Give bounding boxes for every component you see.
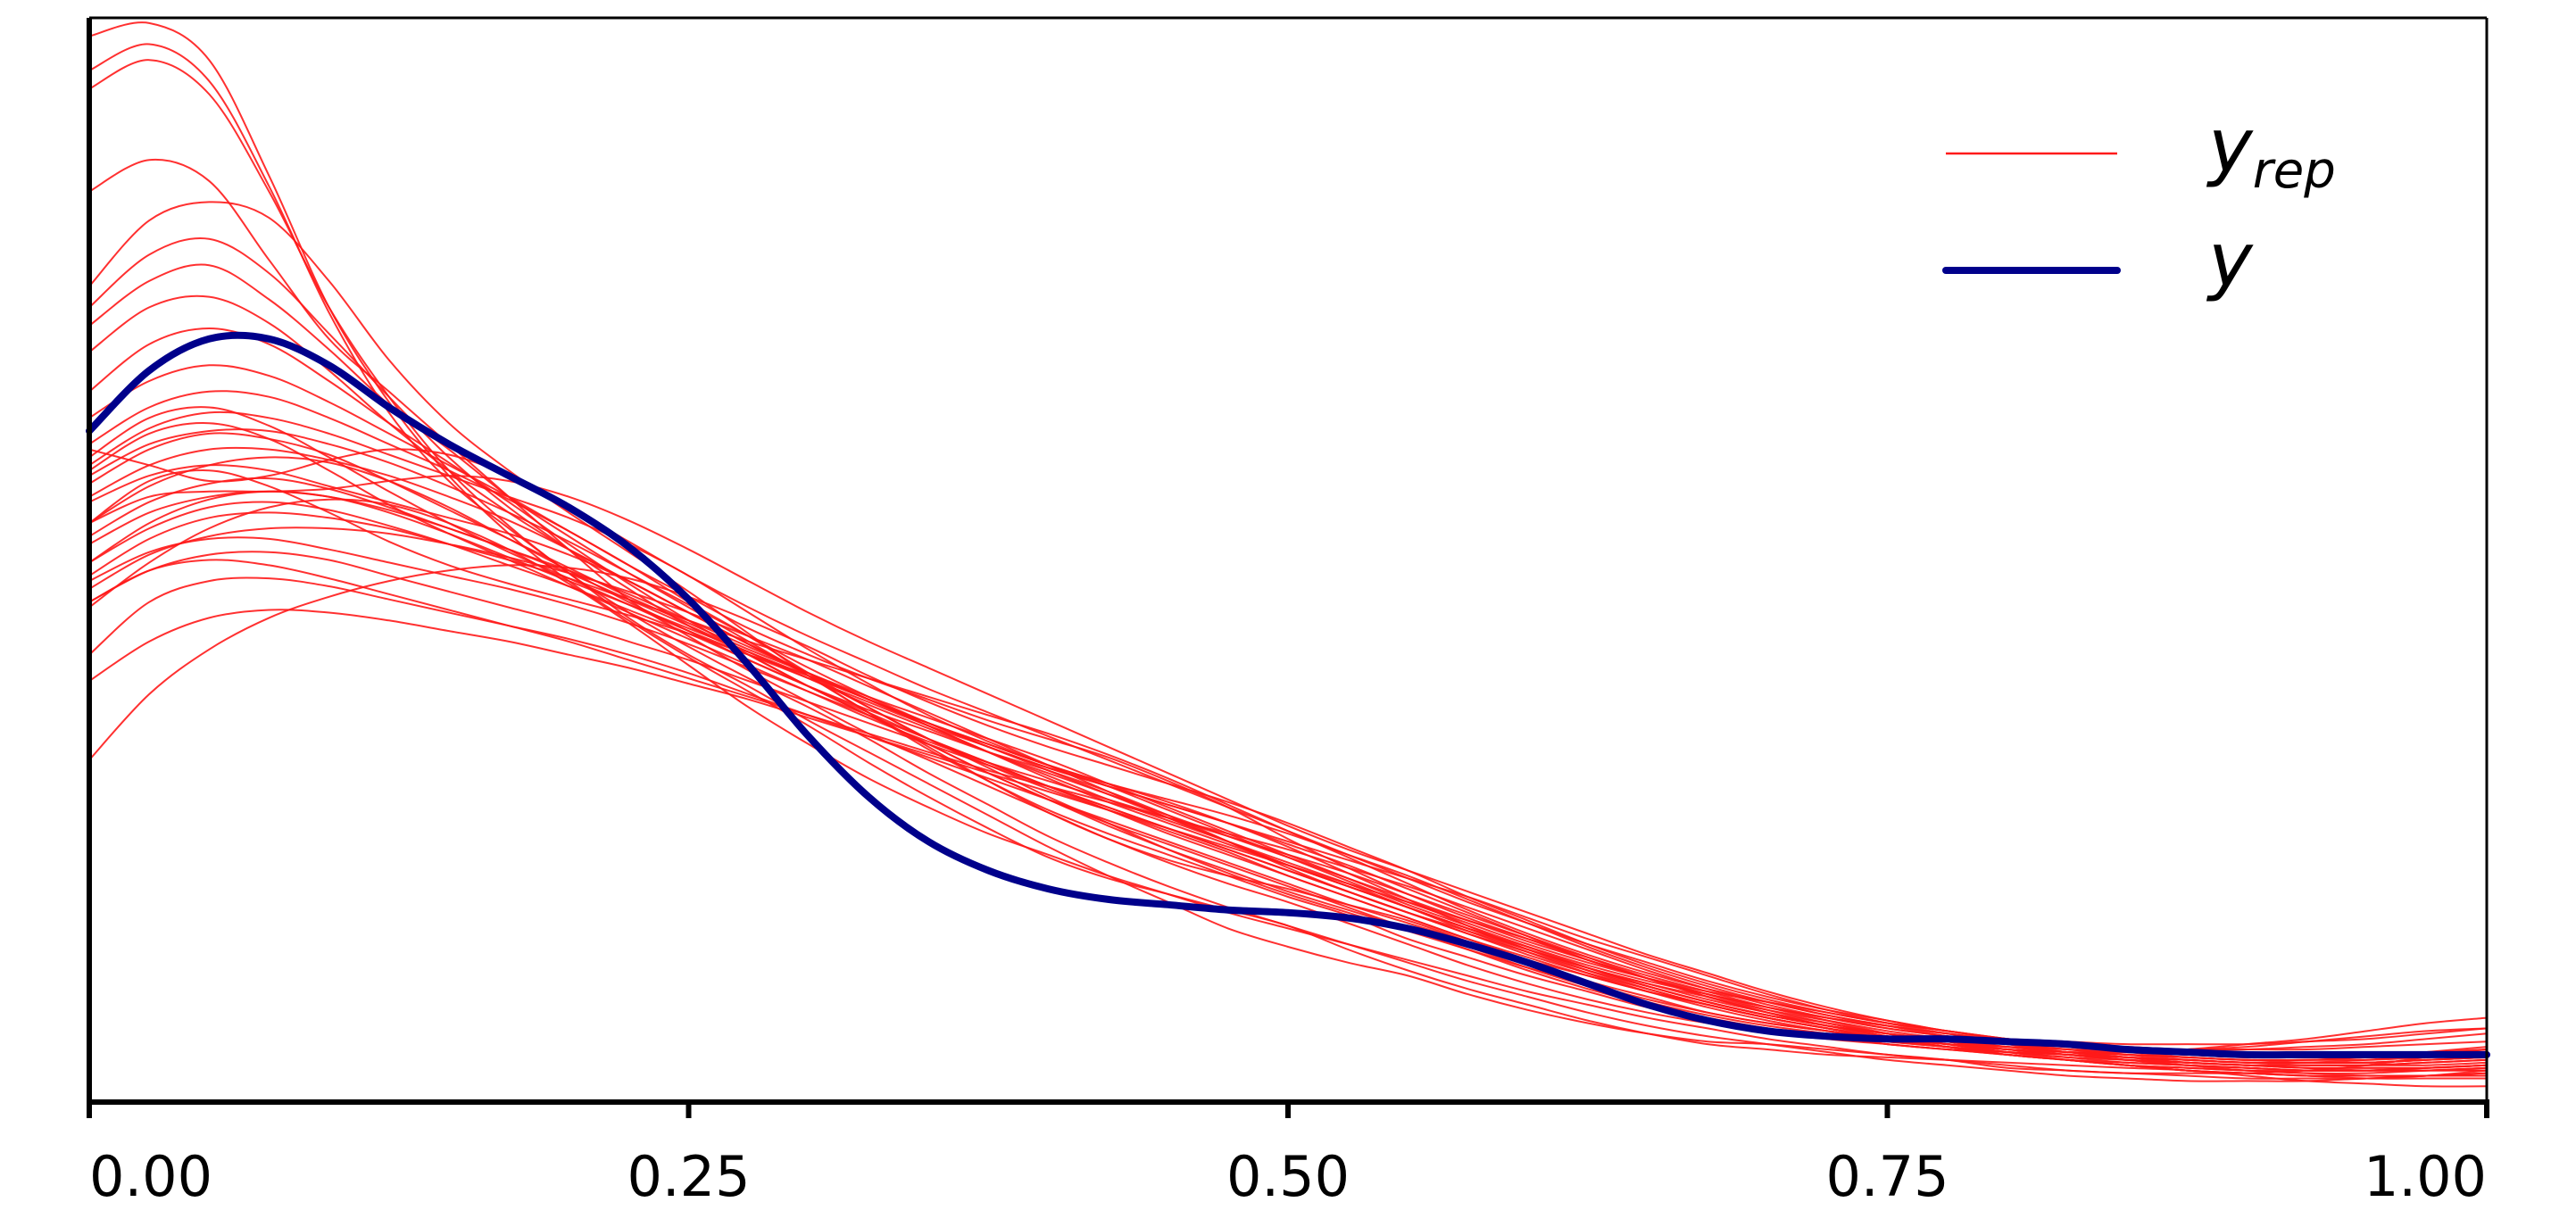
- x-tick-label: 0.25: [627, 1144, 750, 1209]
- legend-label-y-rep: yrep: [2206, 102, 2336, 200]
- replicate-density-line: [88, 21, 2488, 1088]
- x-axis-ticks: 0.00 0.25 0.50 0.75 1.00: [87, 1102, 2489, 1209]
- x-tick-label: 0.00: [89, 1144, 212, 1209]
- replicate-density-line: [88, 469, 2488, 1059]
- replicate-density-line: [88, 511, 2488, 1069]
- replicate-density-line: [88, 446, 2488, 1062]
- replicate-density-line: [88, 428, 2488, 1046]
- replicate-density-line: [88, 564, 2488, 1051]
- replicate-density-line: [88, 609, 2487, 1077]
- x-tick-label: 0.75: [1825, 1144, 1949, 1209]
- replicate-lines-group: [88, 21, 2488, 1088]
- replicate-density-line: [88, 475, 2488, 1059]
- replicate-density-line: [88, 536, 2488, 1072]
- replicate-density-line: [88, 490, 2487, 1077]
- replicate-density-line: [88, 294, 2488, 1059]
- replicate-density-line: [88, 477, 2488, 1069]
- replicate-density-line: [88, 490, 2488, 1066]
- x-tick-label: 0.50: [1226, 1144, 1350, 1209]
- replicate-density-line: [88, 501, 2488, 1072]
- replicate-density-line: [88, 448, 2488, 1057]
- replicate-density-line: [88, 406, 2488, 1051]
- replicate-density-line: [88, 201, 2487, 1072]
- replicate-density-line: [88, 456, 2488, 1065]
- replicate-density-line: [88, 43, 2488, 1074]
- replicate-density-line: [88, 526, 2488, 1066]
- observed-line-group: [86, 331, 2490, 1059]
- replicate-density-line: [88, 498, 2488, 1080]
- replicate-density-line: [88, 464, 2488, 1065]
- observed-density-line: [86, 331, 2490, 1059]
- legend: yrep y: [1942, 102, 2336, 303]
- replicate-density-line: [88, 263, 2488, 1065]
- replicate-density-line: [88, 559, 2488, 1062]
- legend-label-y: y: [2206, 216, 2254, 303]
- x-tick-label: 1.00: [2364, 1144, 2487, 1209]
- replicate-density-line: [88, 576, 2487, 1080]
- replicate-density-line: [88, 390, 2488, 1062]
- replicate-density-line: [88, 236, 2487, 1072]
